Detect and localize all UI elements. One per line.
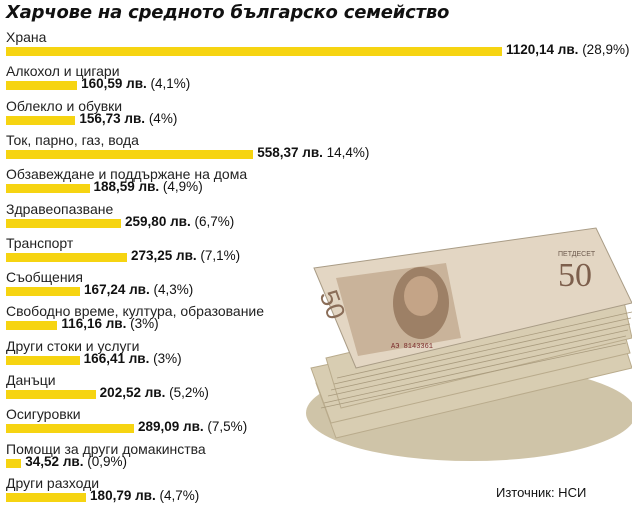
- bar-row: Осигуровки 289,09 лв. (7,5%): [0, 406, 632, 440]
- value-label: 156,73 лв. (4%): [79, 111, 177, 127]
- bar-row: Транспорт 273,25 лв. (7,1%): [0, 235, 632, 269]
- bar-row: Храна 1120,14 лв. (28,9%): [0, 29, 632, 63]
- percent-label: (28,9%): [578, 42, 630, 57]
- amount-label: 202,52 лв.: [99, 385, 166, 400]
- category-label: Съобщения: [6, 269, 83, 286]
- amount-label: 188,59 лв.: [93, 179, 160, 195]
- percent-label: (5,2%): [165, 385, 209, 400]
- percent-label: (3%): [126, 316, 159, 332]
- category-label: Осигуровки: [6, 406, 81, 423]
- amount-label: 156,73 лв.: [79, 110, 146, 126]
- svg-text:АЭ 8143361: АЭ 8143361: [391, 343, 433, 351]
- banknotes-image: 50 50 АЭ 8143361 ПЕТДЕСЕТ: [306, 227, 632, 461]
- amount-label: 180,79 лв.: [90, 487, 156, 503]
- svg-text:ПЕТДЕСЕТ: ПЕТДЕСЕТ: [558, 251, 596, 258]
- bar: [6, 355, 80, 365]
- bar-row: Помощи за други домакинства 34,52 лв. (0,…: [0, 441, 632, 475]
- amount-label: 289,09 лв.: [138, 419, 204, 435]
- amount-label: 259,80 лв.: [125, 213, 191, 229]
- svg-text:50: 50: [558, 257, 592, 294]
- bar: [6, 115, 76, 125]
- percent-label: (4%): [145, 110, 178, 126]
- value-label: 160,59 лв. (4,1%): [81, 76, 190, 92]
- percent-label: (0,9%): [83, 453, 127, 469]
- amount-label: 34,52 лв.: [25, 453, 84, 469]
- percent-label: (4,3%): [149, 282, 194, 298]
- value-label: 167,24 лв. (4,3%): [84, 282, 193, 298]
- amount-label: 160,59 лв.: [81, 76, 147, 92]
- bar: [6, 458, 22, 468]
- category-label: Обзавеждане и поддържане на дома: [6, 166, 248, 183]
- category-label: Облекло и обувки: [6, 97, 123, 114]
- bar-row: Съобщения 167,24 лв. (4,3%): [0, 269, 632, 303]
- chart-title: Харчове на средното българско семейство: [6, 2, 450, 23]
- bar: [6, 184, 90, 194]
- amount-label: 1120,14 лв.: [506, 42, 579, 57]
- percent-label: (4,1%): [146, 76, 191, 92]
- category-label: Здравеопазване: [6, 200, 114, 217]
- bar: [6, 287, 81, 297]
- bar: [6, 390, 96, 399]
- bar: [6, 252, 127, 262]
- bar: [6, 218, 122, 228]
- value-label: 34,52 лв. (0,9%): [25, 454, 127, 470]
- bar-row: Алкохол и цигари 160,59 лв. (4,1%): [0, 63, 632, 97]
- percent-label: (7,1%): [196, 247, 241, 263]
- bar-row: Здравеопазване 259,80 лв. (6,7%): [0, 201, 632, 235]
- percent-label: (3%): [149, 350, 182, 366]
- value-label: 188,59 лв. (4,9%): [94, 179, 203, 195]
- category-label: Транспорт: [6, 234, 74, 251]
- bar-row: Ток, парно, газ, вода 558,37 лв. 14,4%): [0, 132, 632, 166]
- value-label: 166,41 лв. (3%): [84, 351, 182, 367]
- category-label: Данъци: [6, 372, 56, 388]
- value-label: 180,79 лв. (4,7%): [90, 488, 199, 504]
- category-label: Храна: [6, 29, 47, 45]
- amount-label: 116,16 лв.: [61, 316, 127, 332]
- amount-label: 166,41 лв.: [83, 350, 150, 366]
- bar-row: Свободно време, култура, образование 116,…: [0, 303, 632, 337]
- value-label: 116,16 лв. (3%): [61, 316, 158, 332]
- amount-label: 558,37 лв.: [257, 144, 323, 160]
- category-label: Свободно време, култура, образование: [6, 303, 265, 320]
- value-label: 259,80 лв. (6,7%): [125, 214, 234, 230]
- value-label: 273,25 лв. (7,1%): [131, 248, 240, 264]
- bar: [6, 321, 58, 331]
- percent-label: (4,9%): [159, 179, 203, 195]
- value-label: 558,37 лв. 14,4%): [257, 145, 369, 161]
- bar: [6, 492, 87, 502]
- bar: [6, 81, 78, 91]
- amount-label: 273,25 лв.: [130, 247, 197, 263]
- bar: [6, 47, 502, 56]
- bar-row: Други разходи 180,79 лв. (4,7%): [0, 475, 632, 509]
- category-label: Алкохол и цигари: [6, 63, 120, 80]
- percent-label: (6,7%): [190, 213, 235, 229]
- bar-row: Облекло и обувки 156,73 лв. (4%): [0, 98, 632, 132]
- value-label: 202,52 лв. (5,2%): [100, 385, 209, 401]
- bar-row: Данъци 202,52 лв. (5,2%): [0, 372, 632, 406]
- amount-label: 167,24 лв.: [84, 282, 150, 298]
- category-label: Помощи за други домакинства: [6, 440, 206, 457]
- category-label: Други разходи: [6, 474, 100, 491]
- percent-label: 14,4%): [322, 144, 370, 160]
- value-label: 289,09 лв. (7,5%): [138, 419, 247, 435]
- bar-row: Обзавеждане и поддържане на дома 188,59 л…: [0, 166, 632, 200]
- percent-label: (4,7%): [155, 487, 200, 503]
- percent-label: (7,5%): [203, 419, 248, 435]
- source-label: Източник: НСИ: [496, 485, 587, 500]
- bar-row: Други стоки и услуги 166,41 лв. (3%): [0, 338, 632, 372]
- category-label: Други стоки и услуги: [6, 337, 140, 354]
- bar: [6, 149, 254, 159]
- category-label: Ток, парно, газ, вода: [6, 131, 139, 148]
- bar: [6, 424, 134, 434]
- value-label: 1120,14 лв. (28,9%): [506, 42, 629, 58]
